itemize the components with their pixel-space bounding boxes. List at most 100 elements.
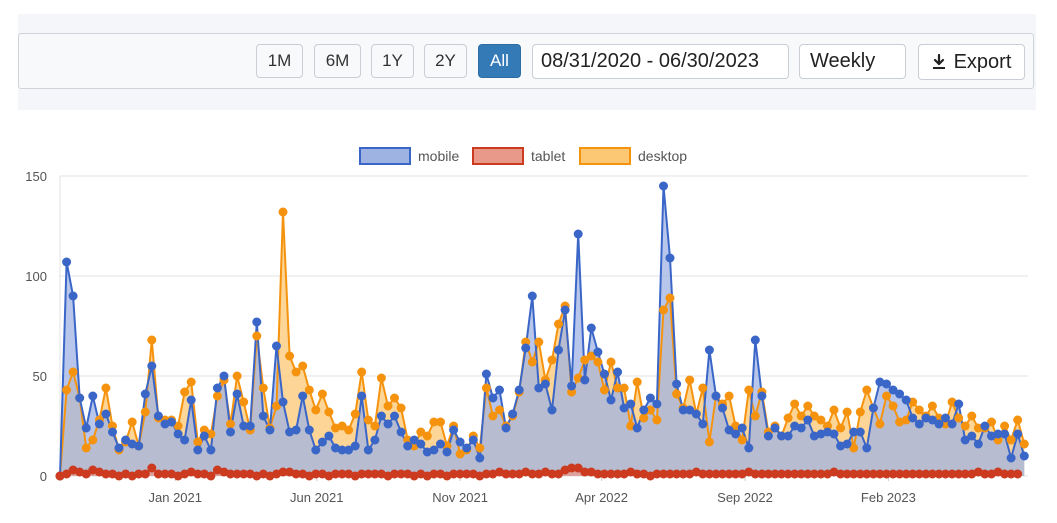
tablet-point bbox=[777, 469, 786, 479]
mobile-point bbox=[508, 409, 518, 419]
desktop-point bbox=[363, 415, 373, 425]
desktop-point bbox=[685, 375, 695, 385]
mobile-line bbox=[59, 185, 1026, 477]
tablet-point bbox=[495, 467, 504, 477]
mobile-point bbox=[173, 429, 183, 439]
desktop-area bbox=[60, 212, 1025, 476]
range-button-6m[interactable]: 6M bbox=[314, 44, 361, 78]
mobile-point bbox=[219, 371, 229, 381]
tablet-point bbox=[344, 469, 354, 479]
mobile-point bbox=[193, 445, 203, 455]
desktop-point bbox=[934, 413, 944, 423]
mobile-point bbox=[199, 431, 209, 441]
desktop-point bbox=[724, 391, 734, 401]
desktop-point bbox=[790, 399, 800, 409]
range-button-all[interactable]: All bbox=[478, 44, 521, 78]
tablet-point bbox=[645, 471, 655, 481]
mobile-point bbox=[108, 427, 117, 437]
tablet-point bbox=[534, 469, 544, 479]
range-button-1y[interactable]: 1Y bbox=[371, 44, 414, 78]
desktop-point bbox=[803, 401, 813, 411]
mobile-point bbox=[1019, 451, 1029, 461]
mobile-point bbox=[127, 439, 137, 449]
desktop-point bbox=[62, 385, 72, 395]
mobile-point bbox=[101, 409, 111, 419]
mobile-point bbox=[783, 431, 793, 441]
x-tick-label: Feb 2023 bbox=[861, 490, 916, 505]
tablet-point bbox=[855, 469, 865, 479]
mobile-point bbox=[462, 443, 472, 453]
y-tick-label: 50 bbox=[33, 369, 47, 384]
tablet-point bbox=[613, 469, 623, 479]
interval-select[interactable]: Weekly bbox=[799, 44, 906, 79]
mobile-point bbox=[239, 421, 249, 431]
desktop-point bbox=[960, 421, 970, 431]
desktop-point bbox=[514, 387, 524, 397]
desktop-point bbox=[422, 431, 432, 441]
tablet-point bbox=[685, 469, 695, 479]
tablet-point bbox=[88, 465, 98, 475]
mobile-point bbox=[140, 389, 150, 399]
mobile-point bbox=[1006, 453, 1016, 463]
tablet-point bbox=[914, 469, 924, 479]
tablet-point bbox=[272, 469, 281, 479]
mobile-point bbox=[914, 419, 924, 429]
mobile-point bbox=[639, 405, 649, 415]
mobile-point bbox=[908, 413, 918, 423]
desktop-point bbox=[599, 385, 609, 395]
desktop-point bbox=[285, 351, 295, 361]
tablet-point bbox=[285, 467, 295, 477]
mobile-point bbox=[416, 439, 426, 449]
mobile-point bbox=[744, 443, 754, 453]
tablet-point bbox=[521, 467, 531, 477]
desktop-point bbox=[212, 391, 222, 401]
export-button[interactable]: Export bbox=[918, 44, 1025, 80]
mobile-point bbox=[586, 323, 596, 333]
mobile-area bbox=[60, 186, 1025, 476]
tablet-point bbox=[475, 471, 485, 481]
tablet-point bbox=[573, 463, 583, 473]
mobile-point bbox=[652, 399, 662, 409]
range-button-2y[interactable]: 2Y bbox=[424, 44, 467, 78]
tablet-point bbox=[993, 467, 1003, 477]
desktop-point bbox=[147, 335, 157, 345]
tablet-point bbox=[862, 469, 872, 479]
desktop-point bbox=[101, 383, 111, 393]
legend-swatch-desktop bbox=[579, 147, 631, 165]
mobile-point bbox=[698, 419, 708, 429]
tablet-point bbox=[436, 469, 445, 479]
legend-label-tablet: tablet bbox=[531, 148, 565, 164]
desktop-point bbox=[567, 387, 577, 397]
tablet-point bbox=[941, 469, 950, 479]
desktop-point bbox=[206, 429, 216, 439]
mobile-point bbox=[160, 419, 170, 429]
mobile-point bbox=[311, 445, 321, 455]
desktop-point bbox=[731, 421, 741, 431]
mobile-point bbox=[167, 417, 176, 427]
mobile-point bbox=[862, 443, 872, 453]
desktop-point bbox=[593, 357, 603, 367]
desktop-point bbox=[534, 337, 544, 347]
date-range-input[interactable]: 08/31/2020 - 06/30/2023 bbox=[532, 44, 789, 79]
mobile-point bbox=[245, 421, 255, 431]
desktop-point bbox=[626, 421, 636, 431]
desktop-point bbox=[449, 421, 459, 431]
tablet-point bbox=[783, 469, 793, 479]
mobile-point bbox=[324, 431, 334, 441]
desktop-point bbox=[383, 401, 393, 411]
desktop-point bbox=[390, 393, 399, 403]
tablet-point bbox=[331, 469, 340, 479]
desktop-point bbox=[462, 445, 472, 455]
desktop-point bbox=[947, 397, 957, 407]
tablet-point bbox=[823, 469, 832, 479]
desktop-point bbox=[580, 355, 590, 365]
legend-swatch-mobile bbox=[359, 147, 411, 165]
tablet-point bbox=[816, 469, 826, 479]
desktop-point bbox=[980, 423, 990, 433]
tablet-point bbox=[304, 471, 314, 481]
mobile-point bbox=[632, 423, 642, 433]
mobile-point bbox=[75, 393, 85, 403]
range-button-1m[interactable]: 1M bbox=[256, 44, 303, 78]
tablet-point bbox=[901, 469, 911, 479]
tablet-point bbox=[252, 471, 262, 481]
